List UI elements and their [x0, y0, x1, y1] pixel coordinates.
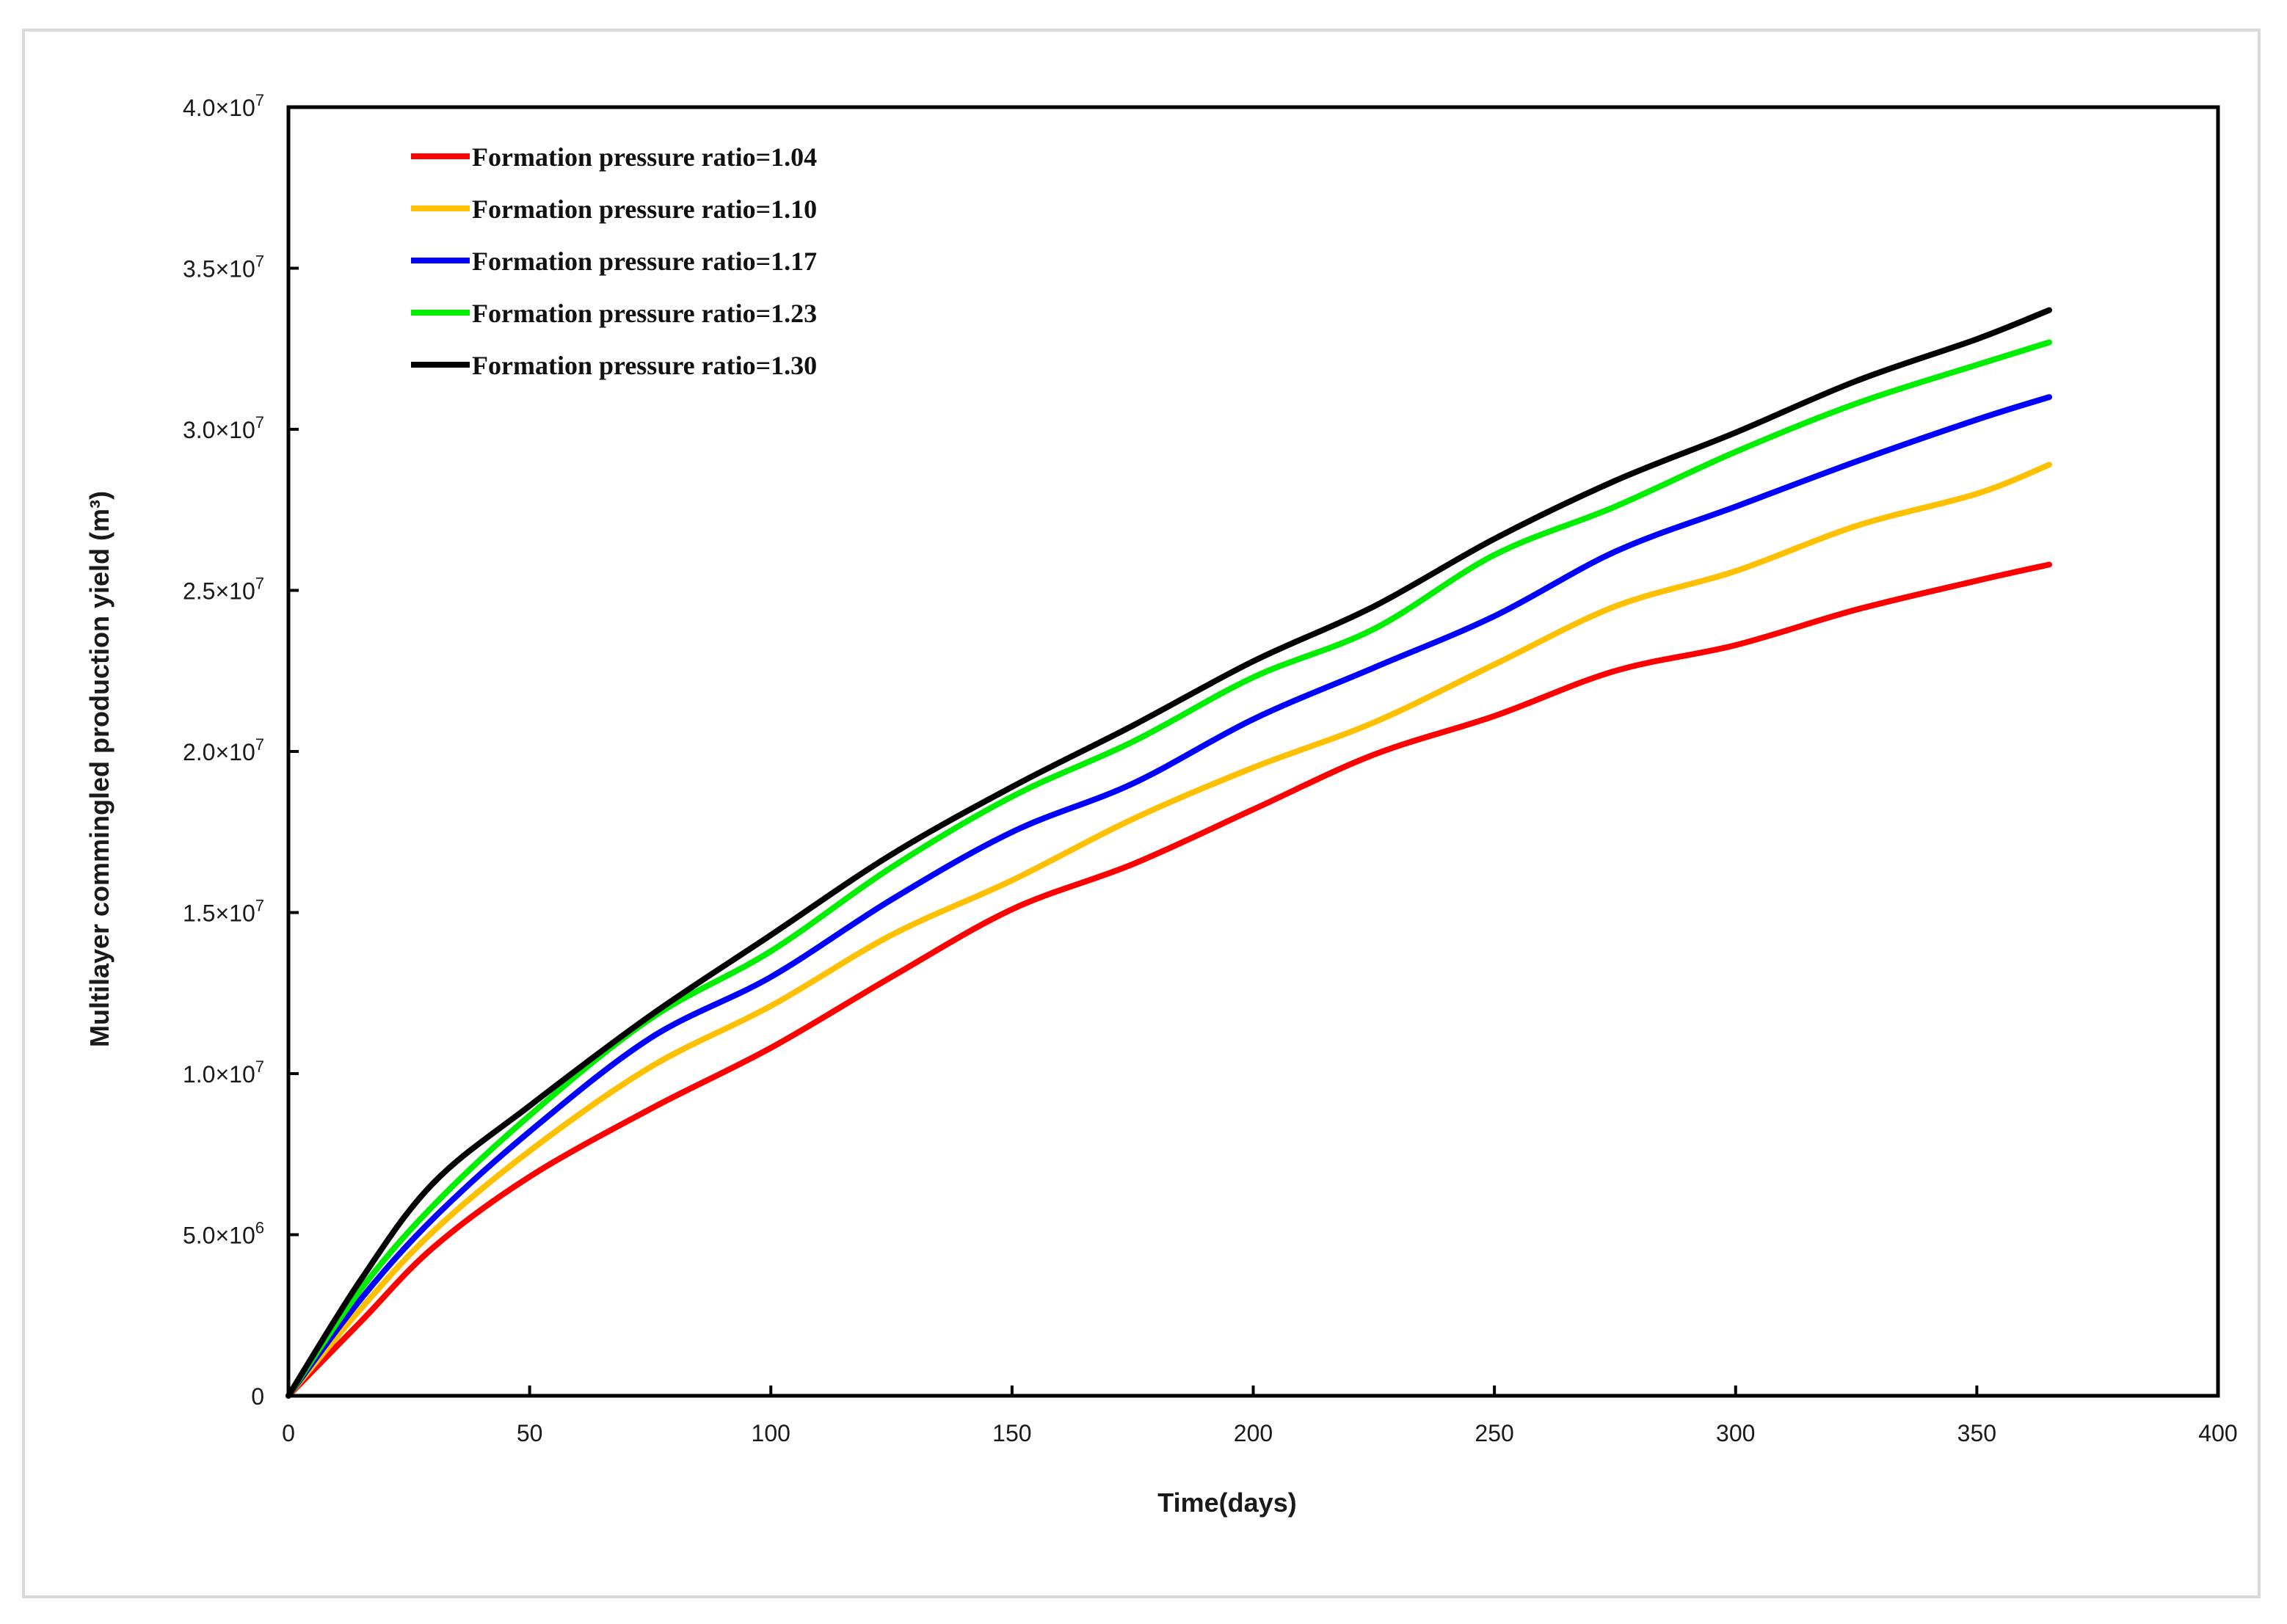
y-axis-title: Multilayer commingled production yield (…: [84, 491, 114, 1047]
x-tick-label: 150: [992, 1420, 1031, 1446]
y-tick-label: 1.0×107: [183, 1057, 264, 1088]
x-axis-ticks: 0 50 100 150 200 250 300 350 400: [282, 1386, 2238, 1446]
x-tick-label: 300: [1716, 1420, 1755, 1446]
legend-label-3: Formation pressure ratio=1.23: [472, 299, 817, 328]
y-tick-label: 3.5×107: [183, 252, 264, 283]
y-tick-label: 1.5×107: [183, 897, 264, 927]
series-line-0: [286, 561, 2052, 1399]
x-tick-label: 50: [517, 1420, 543, 1446]
y-tick-label: 2.5×107: [183, 575, 264, 605]
x-tick-label: 350: [1957, 1420, 1996, 1446]
y-tick-label: 5.0×106: [183, 1219, 264, 1249]
series-layer: [286, 307, 2052, 1399]
y-tick-label: 3.0×107: [183, 413, 264, 443]
series-line-4: [286, 307, 2052, 1399]
x-axis-title: Time(days): [1157, 1488, 1296, 1518]
legend-label-2: Formation pressure ratio=1.17: [472, 247, 817, 276]
y-tick-label: 2.0×107: [183, 735, 264, 765]
legend: Formation pressure ratio=1.04 Formation p…: [411, 142, 817, 380]
x-tick-label: 100: [752, 1420, 790, 1446]
y-tick-label: 4.0×107: [183, 91, 264, 121]
y-axis-ticks: 0 5.0×106 1.0×107 1.5×107 2.0×107 2.5×107 3.0×…: [183, 91, 299, 1410]
legend-label-0: Formation pressure ratio=1.04: [472, 142, 817, 172]
x-tick-label: 250: [1475, 1420, 1513, 1446]
legend-label-4: Formation pressure ratio=1.30: [472, 351, 817, 380]
series-line-3: [286, 339, 2052, 1399]
series-line-1: [286, 462, 2052, 1399]
y-tick-label: 0: [251, 1383, 264, 1410]
x-tick-label: 200: [1234, 1420, 1273, 1446]
series-line-2: [286, 394, 2052, 1399]
x-tick-label: 400: [2198, 1420, 2237, 1446]
x-tick-label: 0: [282, 1420, 295, 1446]
legend-label-1: Formation pressure ratio=1.10: [472, 194, 817, 224]
